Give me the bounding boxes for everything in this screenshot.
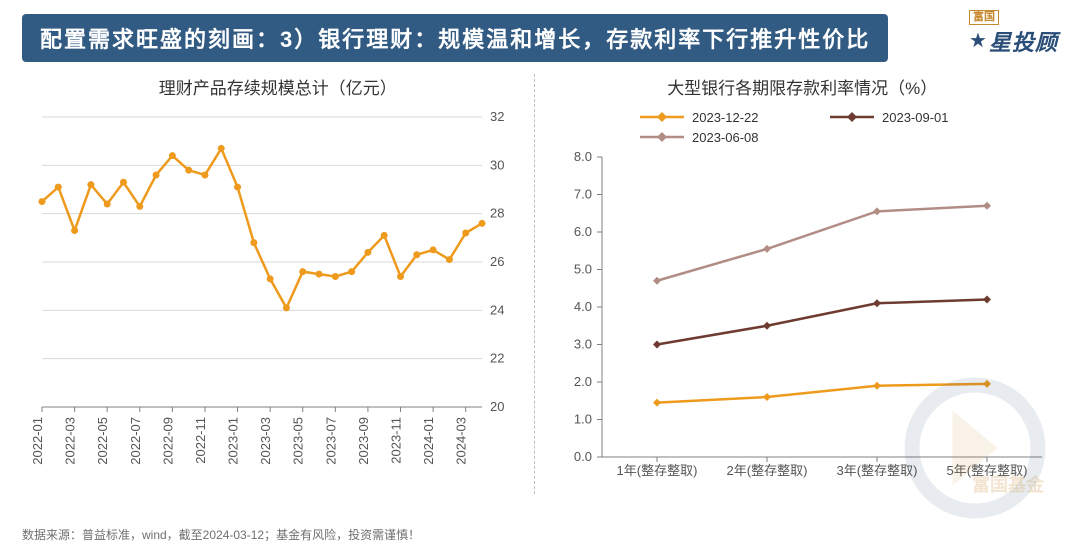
svg-text:28: 28 — [490, 206, 504, 221]
svg-text:2022-01: 2022-01 — [30, 417, 45, 465]
svg-text:2022-05: 2022-05 — [95, 417, 110, 465]
svg-text:2023-12-22: 2023-12-22 — [692, 110, 759, 125]
svg-text:26: 26 — [490, 254, 504, 269]
svg-text:6.0: 6.0 — [573, 224, 591, 239]
header-row: 配置需求旺盛的刻画：3）银行理财：规模温和增长，存款利率下行推升性价比 富国 ★… — [22, 14, 1058, 62]
svg-text:24: 24 — [490, 302, 504, 317]
svg-text:5年(整存整取): 5年(整存整取) — [946, 463, 1027, 478]
svg-text:2023-07: 2023-07 — [323, 417, 338, 465]
logo-main-text: 星投顾 — [989, 25, 1058, 57]
right-chart-title: 大型银行各期限存款利率情况（%） — [547, 74, 1059, 99]
star-icon: ★ — [969, 31, 987, 51]
left-chart-title: 理财产品存续规模总计（亿元） — [22, 74, 534, 99]
logo-top-text: 富国 — [969, 10, 999, 25]
svg-text:0.0: 0.0 — [573, 449, 591, 464]
charts-area: 理财产品存续规模总计（亿元） 20 22 24 26 28 30 32 2022-01 2022… — [22, 74, 1058, 494]
svg-text:1.0: 1.0 — [573, 412, 591, 427]
svg-text:8.0: 8.0 — [573, 149, 591, 164]
svg-text:30: 30 — [490, 157, 504, 172]
left-chart-svg: 20 22 24 26 28 30 32 2022-01 2022-03 2022-05 2022-… — [22, 107, 532, 487]
svg-text:2022-03: 2022-03 — [63, 417, 78, 465]
svg-text:2024-03: 2024-03 — [454, 417, 469, 465]
svg-text:3年(整存整取): 3年(整存整取) — [836, 463, 917, 478]
svg-text:2023-01: 2023-01 — [226, 417, 241, 465]
svg-text:32: 32 — [490, 109, 504, 124]
svg-text:2022-07: 2022-07 — [128, 417, 143, 465]
svg-text:7.0: 7.0 — [573, 187, 591, 202]
svg-text:2年(整存整取): 2年(整存整取) — [726, 463, 807, 478]
svg-text:20: 20 — [490, 399, 504, 414]
right-chart-box: 大型银行各期限存款利率情况（%） 2023-12-222023-09-01202… — [547, 74, 1059, 494]
svg-text:2023-11: 2023-11 — [389, 417, 404, 464]
svg-text:2024-01: 2024-01 — [421, 417, 436, 465]
svg-text:5.0: 5.0 — [573, 262, 591, 277]
svg-text:2022-09: 2022-09 — [160, 417, 175, 465]
left-chart-box: 理财产品存续规模总计（亿元） 20 22 24 26 28 30 32 2022-01 2022… — [22, 74, 535, 494]
svg-text:2023-05: 2023-05 — [291, 417, 306, 465]
page-title-bar: 配置需求旺盛的刻画：3）银行理财：规模温和增长，存款利率下行推升性价比 — [22, 14, 888, 62]
svg-text:2023-09: 2023-09 — [356, 417, 371, 465]
right-chart-svg: 2023-12-22 2023-09-01 2023-06-08 0.0 1.0 2.0 3… — [547, 107, 1057, 487]
svg-text:2023-03: 2023-03 — [258, 417, 273, 465]
svg-text:4.0: 4.0 — [573, 299, 591, 314]
svg-text:22: 22 — [490, 351, 504, 366]
svg-text:2023-06-08: 2023-06-08 — [692, 130, 759, 145]
svg-text:1年(整存整取): 1年(整存整取) — [616, 463, 697, 478]
svg-text:2023-09-01: 2023-09-01 — [882, 110, 949, 125]
svg-text:2.0: 2.0 — [573, 374, 591, 389]
footer-source: 数据来源：普益标准，wind，截至2024-03-12；基金有风险，投资需谨慎！ — [22, 526, 420, 543]
brand-logo: 富国 ★ 星投顾 — [969, 10, 1058, 57]
svg-text:3.0: 3.0 — [573, 337, 591, 352]
svg-text:2022-11: 2022-11 — [193, 417, 208, 464]
